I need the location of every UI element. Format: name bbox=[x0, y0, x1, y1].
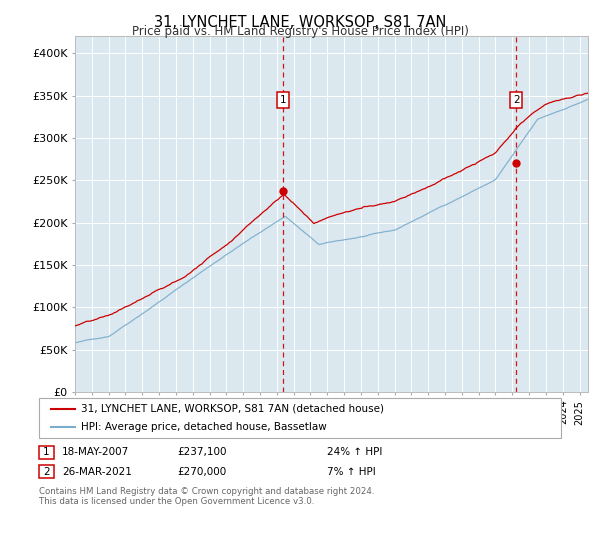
Text: £270,000: £270,000 bbox=[177, 466, 226, 477]
Text: Contains HM Land Registry data © Crown copyright and database right 2024.: Contains HM Land Registry data © Crown c… bbox=[39, 487, 374, 496]
Text: This data is licensed under the Open Government Licence v3.0.: This data is licensed under the Open Gov… bbox=[39, 497, 314, 506]
Text: 2: 2 bbox=[513, 95, 520, 105]
Text: Price paid vs. HM Land Registry's House Price Index (HPI): Price paid vs. HM Land Registry's House … bbox=[131, 25, 469, 38]
Text: 1: 1 bbox=[43, 447, 50, 458]
Text: £237,100: £237,100 bbox=[177, 447, 227, 458]
Text: 31, LYNCHET LANE, WORKSOP, S81 7AN (detached house): 31, LYNCHET LANE, WORKSOP, S81 7AN (deta… bbox=[81, 404, 384, 414]
Text: 1: 1 bbox=[280, 95, 287, 105]
Text: 2: 2 bbox=[43, 466, 50, 477]
Text: 18-MAY-2007: 18-MAY-2007 bbox=[62, 447, 129, 458]
Text: 31, LYNCHET LANE, WORKSOP, S81 7AN: 31, LYNCHET LANE, WORKSOP, S81 7AN bbox=[154, 15, 446, 30]
Text: HPI: Average price, detached house, Bassetlaw: HPI: Average price, detached house, Bass… bbox=[81, 422, 327, 432]
Text: 24% ↑ HPI: 24% ↑ HPI bbox=[327, 447, 382, 458]
Text: 26-MAR-2021: 26-MAR-2021 bbox=[62, 466, 131, 477]
Text: 7% ↑ HPI: 7% ↑ HPI bbox=[327, 466, 376, 477]
